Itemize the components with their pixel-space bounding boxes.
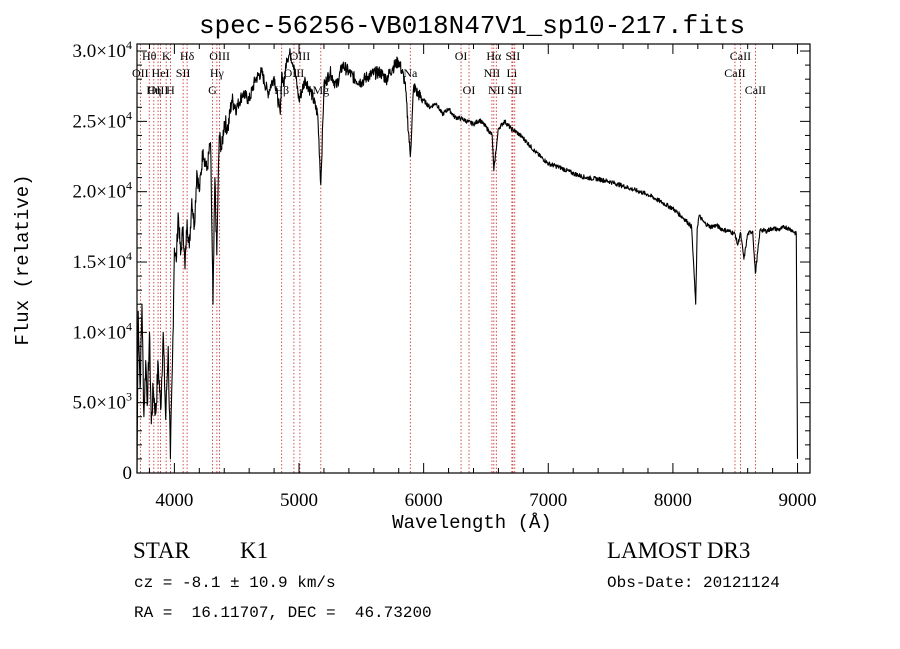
plot-frame <box>136 43 811 474</box>
spectrum-line <box>136 48 799 474</box>
y-tick-label: 5.0×103 <box>73 390 132 414</box>
x-tick-label: 9000 <box>779 490 817 511</box>
x-axis: 4000 5000 6000 7000 8000 9000 <box>148 44 817 511</box>
line-label: OIII <box>284 66 305 80</box>
y-tick-exponent: 4 <box>126 108 132 122</box>
line-label: SII <box>507 83 522 97</box>
line-label: HeI <box>152 66 170 80</box>
line-label: G <box>208 83 217 97</box>
y-tick-label: 1.5×104 <box>73 249 132 273</box>
line-label: Hγ <box>210 66 225 80</box>
line-label: Hθ <box>142 49 157 63</box>
line-label: K <box>162 49 171 63</box>
redshift-readout: cz = -8.1 ± 10.9 km/s <box>134 574 336 592</box>
y-tick-mantissa: 2.0×10 <box>73 182 126 203</box>
spectral-line-markers <box>139 44 756 473</box>
coordinates-readout: RA = 16.11707, DEC = 46.73200 <box>134 604 432 622</box>
x-tick-label: 7000 <box>529 490 567 511</box>
y-tick-mantissa: 1.0×10 <box>73 322 126 343</box>
x-axis-label: Wavelength (Å) <box>392 512 552 534</box>
line-label: OIII <box>209 49 230 63</box>
line-label: Li <box>507 66 518 80</box>
line-label: OI <box>463 83 476 97</box>
line-label: Hδ <box>180 49 195 63</box>
y-tick-exponent: 3 <box>126 390 132 404</box>
x-tick-label: 5000 <box>280 490 318 511</box>
line-label: CaII <box>724 66 745 80</box>
y-tick-label: 2.5×104 <box>73 108 132 132</box>
y-tick-label: 1.0×104 <box>73 319 132 343</box>
y-tick-exponent: 4 <box>126 179 132 193</box>
y-axis-label: Flux (relative) <box>12 174 34 345</box>
y-tick-mantissa: 5.0×10 <box>73 393 126 414</box>
chart-title: spec-56256-VB018N47V1_sp10-217.fits <box>199 11 745 41</box>
y-tick-mantissa: 1.5×10 <box>73 252 126 273</box>
line-label: Na <box>403 66 418 80</box>
y-tick-label: 2.0×104 <box>73 179 132 203</box>
survey-name: LAMOST DR3 <box>607 538 751 563</box>
line-label: CaII <box>745 83 766 97</box>
line-label: OII <box>132 66 149 80</box>
object-subclass: K1 <box>240 538 269 563</box>
line-label: Hα <box>486 49 502 63</box>
y-tick-mantissa: 0 <box>123 463 133 484</box>
x-tick-label: 6000 <box>405 490 443 511</box>
y-axis: 05.0×1031.0×1041.5×1042.0×1042.5×1043.0×… <box>73 38 810 484</box>
line-label: SII <box>176 66 191 80</box>
spectrum-series <box>136 48 799 474</box>
line-label: OI <box>455 49 468 63</box>
object-class: STAR <box>133 538 190 563</box>
line-label: CaII <box>730 49 751 63</box>
line-label: NII <box>488 83 505 97</box>
x-tick-label: 4000 <box>155 490 193 511</box>
line-label: NII <box>484 66 501 80</box>
y-tick-mantissa: 2.5×10 <box>73 111 126 132</box>
y-tick-exponent: 4 <box>126 249 132 263</box>
y-tick-exponent: 4 <box>126 38 132 52</box>
line-label: SII <box>506 49 521 63</box>
line-label: OIII <box>290 49 311 63</box>
observation-date: Obs-Date: 20121124 <box>607 574 780 592</box>
line-label: OIII <box>148 83 169 97</box>
y-tick-label: 0 <box>123 463 133 484</box>
line-label: H <box>166 83 175 97</box>
x-tick-label: 8000 <box>654 490 692 511</box>
y-tick-label: 3.0×104 <box>73 38 132 62</box>
line-label: Hη <box>146 83 161 97</box>
y-tick-mantissa: 3.0×10 <box>73 41 126 62</box>
y-tick-exponent: 4 <box>126 319 132 333</box>
